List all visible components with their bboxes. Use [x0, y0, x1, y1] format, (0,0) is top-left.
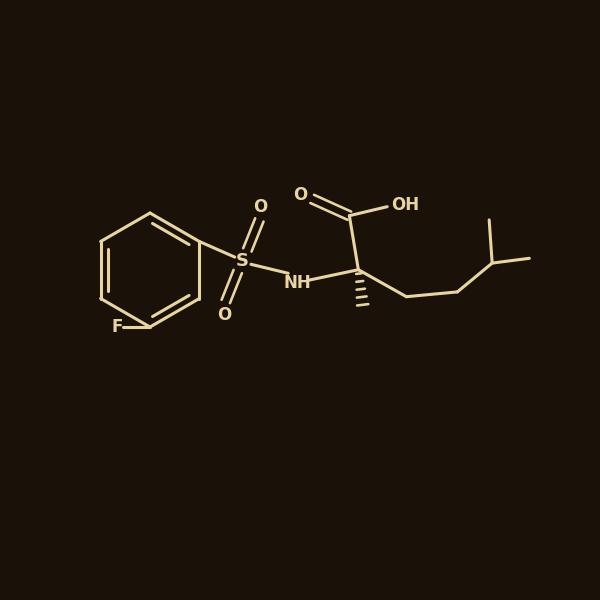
Text: O: O	[217, 305, 232, 323]
Text: O: O	[253, 198, 268, 216]
Text: NH: NH	[284, 274, 311, 292]
Text: S: S	[236, 252, 249, 270]
Text: F: F	[112, 318, 122, 336]
Text: OH: OH	[391, 196, 419, 214]
Text: O: O	[293, 187, 307, 204]
